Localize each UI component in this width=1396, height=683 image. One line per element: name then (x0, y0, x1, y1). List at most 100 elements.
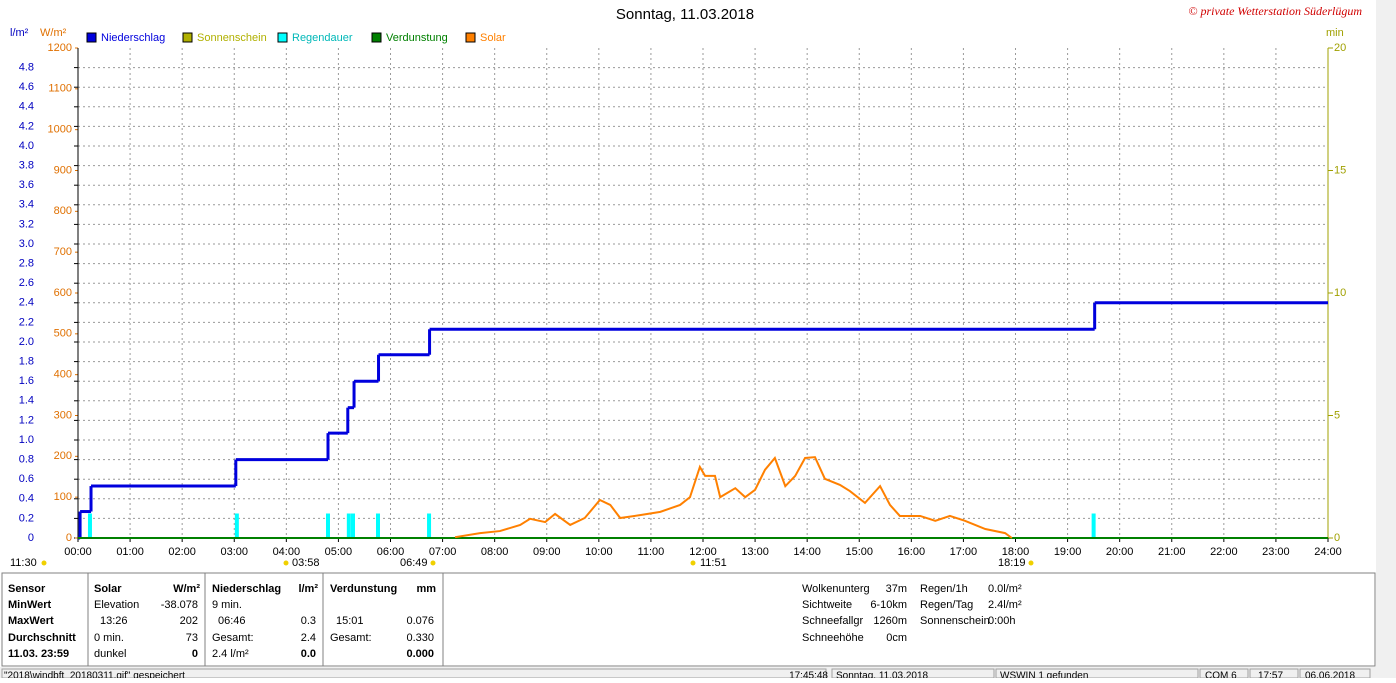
y2-unit: W/m² (40, 27, 67, 39)
info-label: Wolkenunterg (802, 583, 870, 595)
stats-value: 0.330 (406, 632, 434, 644)
stats-row-label: Sensor (8, 583, 46, 595)
x-tick-label: 04:00 (273, 546, 301, 558)
stats-row-label: Durchschnitt (8, 632, 76, 644)
stats-row-label: 11.03. 23:59 (8, 648, 69, 660)
x-tick-label: 08:00 (481, 546, 509, 558)
x-tick-label: 15:00 (845, 546, 873, 558)
y2-tick-label: 500 (54, 328, 72, 340)
y3-tick-label: 20 (1334, 42, 1346, 54)
stats-value: -38.078 (161, 599, 198, 611)
stats-cell: 0 min. (94, 632, 124, 644)
x-tick-label: 23:00 (1262, 546, 1290, 558)
y2-tick-label: 0 (66, 532, 72, 544)
stats-cell: 06:46 (218, 615, 246, 627)
y-tick-label: 3.2 (19, 218, 34, 230)
stats-value: 73 (186, 632, 198, 644)
x-tick-label: 05:00 (325, 546, 353, 558)
stats-unit: W/m² (173, 583, 200, 595)
sun-marker (41, 560, 47, 566)
info-value: 6-10km (870, 599, 907, 611)
y2-tick-label: 1200 (48, 42, 72, 54)
info-label: Schneefallgr (802, 615, 863, 627)
stats-value: 0.3 (301, 615, 316, 627)
y-tick-label: 3.6 (19, 179, 34, 191)
stats-cell: 15:01 (336, 615, 364, 627)
y-tick-label: 0 (28, 532, 34, 544)
legend-label: Solar (480, 32, 506, 44)
info-value: 2.4l/m² (988, 599, 1022, 611)
stats-header: Niederschlag (212, 583, 281, 595)
stats-value: 0.0 (301, 648, 316, 660)
legend-swatch (277, 32, 288, 43)
x-tick-label: 12:00 (689, 546, 717, 558)
y-tick-label: 3.8 (19, 160, 34, 172)
x-tick-label: 16:00 (898, 546, 926, 558)
x-tick-label: 00:00 (64, 546, 92, 558)
y-tick-label: 4.2 (19, 120, 34, 132)
y3-unit: min (1326, 27, 1344, 39)
stats-row-label: MaxWert (8, 615, 54, 627)
stats-value: 2.4 (301, 632, 316, 644)
y2-tick-label: 1100 (48, 83, 72, 95)
stats-cell: 9 min. (212, 599, 242, 611)
x-tick-label: 22:00 (1210, 546, 1238, 558)
y-tick-label: 1.2 (19, 414, 34, 426)
stats-value: 0 (192, 648, 198, 660)
y2-tick-label: 200 (54, 450, 72, 462)
y-tick-label: 2.4 (19, 297, 34, 309)
info-label: Regen/Tag (920, 599, 973, 611)
stats-panel (1, 572, 1376, 667)
x-tick-label: 09:00 (533, 546, 561, 558)
y-tick-label: 3.0 (19, 238, 34, 250)
stats-cell: dunkel (94, 648, 126, 660)
stats-row-label: MinWert (8, 599, 52, 611)
info-value: 0cm (886, 632, 907, 644)
x-tick-label: 18:00 (1002, 546, 1030, 558)
y2-tick-label: 800 (54, 205, 72, 217)
y-unit: l/m² (10, 27, 29, 39)
legend-label: Sonnenschein (197, 32, 267, 44)
info-label: Schneehöhe (802, 632, 864, 644)
stats-cell: Elevation (94, 599, 139, 611)
x-tick-label: 07:00 (429, 546, 457, 558)
status-text: WSWIN 1 gefunden (1000, 671, 1088, 678)
y2-tick-label: 900 (54, 164, 72, 176)
y-tick-label: 4.0 (19, 140, 34, 152)
y-tick-label: 4.8 (19, 62, 34, 74)
y2-tick-label: 1000 (48, 124, 72, 136)
x-tick-label: 11:00 (638, 546, 665, 558)
sun-time-label: 11:30 (10, 557, 37, 569)
sun-time-label: 18:19 (998, 557, 1026, 569)
info-label: Sichtweite (802, 599, 852, 611)
stats-header: Solar (94, 583, 122, 595)
status-text: 17:45:48 (789, 671, 828, 678)
rain-duration-bar (326, 513, 330, 538)
rain-duration-bar (346, 513, 351, 538)
rain-duration-bar (351, 513, 355, 538)
legend-swatch (182, 32, 193, 43)
side-strip (1376, 0, 1396, 678)
y3-tick-label: 0 (1334, 532, 1340, 544)
sun-marker (430, 560, 436, 566)
info-label: Sonnenschein (920, 615, 990, 627)
rain-duration-bar (234, 513, 239, 538)
legend-label: Verdunstung (386, 32, 448, 44)
status-text: 17:57 (1258, 671, 1283, 678)
rain-duration-bar (87, 513, 92, 538)
y-tick-label: 4.6 (19, 81, 34, 93)
sun-time-label: 03:58 (292, 557, 320, 569)
y-tick-label: 0.2 (19, 512, 34, 524)
x-tick-label: 01:00 (116, 546, 144, 558)
y-tick-label: 1.6 (19, 375, 34, 387)
stats-cell: Gesamt: (212, 632, 254, 644)
legend-label: Regendauer (292, 32, 353, 44)
y2-tick-label: 100 (54, 491, 72, 503)
rain-duration-bar (427, 513, 432, 538)
stats-cell: 13:26 (100, 615, 128, 627)
stats-cell: Gesamt: (330, 632, 372, 644)
chart-title: Sonntag, 11.03.2018 (616, 6, 754, 23)
